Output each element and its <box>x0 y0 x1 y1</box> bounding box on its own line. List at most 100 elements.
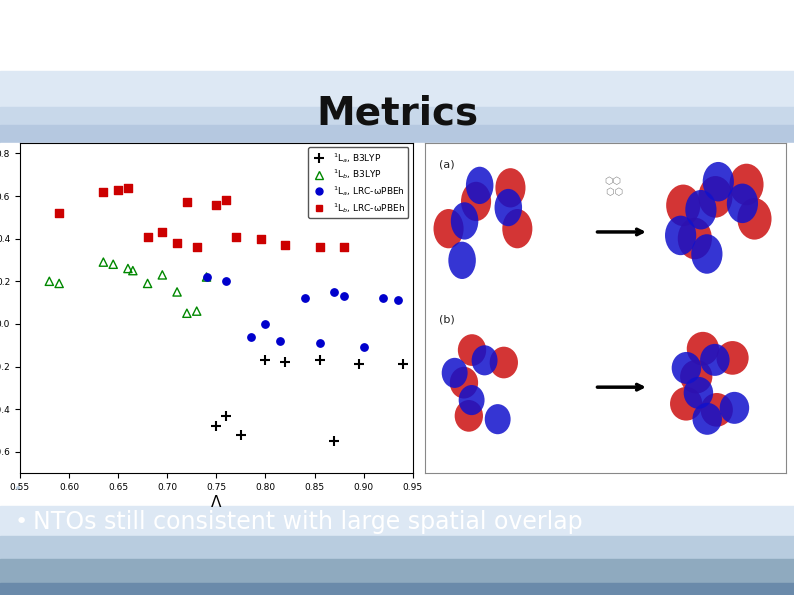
Point <box>353 359 365 369</box>
Point <box>210 421 222 431</box>
Ellipse shape <box>451 202 478 240</box>
Bar <box>0 559 794 583</box>
Ellipse shape <box>687 332 719 365</box>
Point <box>254 234 267 243</box>
Ellipse shape <box>672 352 701 384</box>
Point <box>53 278 66 288</box>
Text: •: • <box>14 512 28 531</box>
Point <box>377 293 390 303</box>
Point <box>313 339 326 348</box>
Ellipse shape <box>490 347 518 378</box>
Point <box>220 277 233 286</box>
Point <box>53 208 66 218</box>
Ellipse shape <box>484 404 511 434</box>
Ellipse shape <box>678 218 712 259</box>
Ellipse shape <box>703 162 734 202</box>
Bar <box>0 125 794 143</box>
Point <box>391 296 404 305</box>
Point <box>397 359 410 369</box>
Ellipse shape <box>455 400 483 432</box>
Point <box>313 242 326 252</box>
Bar <box>0 536 794 559</box>
Text: •: • <box>14 483 22 496</box>
Point <box>121 183 134 192</box>
Point <box>328 436 341 446</box>
Ellipse shape <box>730 164 764 205</box>
Point <box>171 238 183 248</box>
Ellipse shape <box>434 209 464 248</box>
Point <box>229 232 242 242</box>
Bar <box>0 0 794 71</box>
Point <box>337 242 350 252</box>
Ellipse shape <box>670 387 702 421</box>
Point <box>220 411 233 420</box>
Point <box>156 227 168 237</box>
Point <box>97 258 110 267</box>
Bar <box>0 107 794 125</box>
Ellipse shape <box>466 167 493 204</box>
Ellipse shape <box>700 344 730 376</box>
Point <box>259 319 272 328</box>
Point <box>107 259 120 269</box>
Bar <box>8 149 786 482</box>
Text: NTOs still consistent with large spatial overlap: NTOs still consistent with large spatial… <box>33 509 583 534</box>
Point <box>156 270 168 280</box>
Point <box>259 355 272 365</box>
Bar <box>0 71 794 107</box>
Ellipse shape <box>684 377 713 409</box>
Bar <box>0 482 794 506</box>
Point <box>97 187 110 196</box>
Ellipse shape <box>459 385 484 415</box>
Ellipse shape <box>716 341 749 375</box>
Point <box>337 292 350 301</box>
Ellipse shape <box>692 234 723 274</box>
Point <box>328 287 341 297</box>
Point <box>220 196 233 205</box>
Bar <box>0 506 794 536</box>
Ellipse shape <box>495 168 526 208</box>
Ellipse shape <box>441 358 468 388</box>
Ellipse shape <box>700 393 733 427</box>
Point <box>180 198 193 207</box>
Point <box>313 355 326 365</box>
Point <box>112 185 125 195</box>
Point <box>210 200 222 209</box>
Ellipse shape <box>719 392 750 424</box>
Ellipse shape <box>666 184 700 226</box>
Point <box>121 264 134 273</box>
Bar <box>0 583 794 595</box>
Ellipse shape <box>449 242 476 279</box>
Text: (a): (a) <box>439 159 455 170</box>
Point <box>141 278 154 288</box>
Point <box>299 293 311 303</box>
Point <box>279 358 291 367</box>
Point <box>357 343 370 352</box>
Bar <box>0 143 794 488</box>
Point <box>126 266 139 275</box>
Ellipse shape <box>495 189 522 226</box>
Bar <box>0 268 794 488</box>
Ellipse shape <box>472 345 498 375</box>
Point <box>200 273 213 282</box>
Ellipse shape <box>738 198 772 240</box>
Point <box>191 242 203 252</box>
Ellipse shape <box>503 209 533 248</box>
Ellipse shape <box>692 403 722 435</box>
Point <box>279 240 291 250</box>
Ellipse shape <box>727 184 758 223</box>
Point <box>274 336 287 346</box>
Point <box>245 332 257 342</box>
Ellipse shape <box>685 190 716 230</box>
Ellipse shape <box>699 176 733 218</box>
Ellipse shape <box>665 215 696 255</box>
Point <box>191 306 203 316</box>
Point <box>171 287 183 297</box>
Text: (b): (b) <box>439 315 455 324</box>
Point <box>234 430 247 440</box>
Point <box>141 232 154 242</box>
Text: Metrics: Metrics <box>316 94 478 132</box>
Legend: $^1$L$_a$, B3LYP, $^1$L$_b$, B3LYP, $^1$L$_a$, LRC-ωPBEh, $^1$L$_b$, LRC-ωPBEh: $^1$L$_a$, B3LYP, $^1$L$_b$, B3LYP, $^1$… <box>308 148 408 218</box>
Text: ⬡⬡
 ⬡⬡: ⬡⬡ ⬡⬡ <box>603 176 622 198</box>
Point <box>180 308 193 318</box>
X-axis label: Λ: Λ <box>211 494 222 509</box>
